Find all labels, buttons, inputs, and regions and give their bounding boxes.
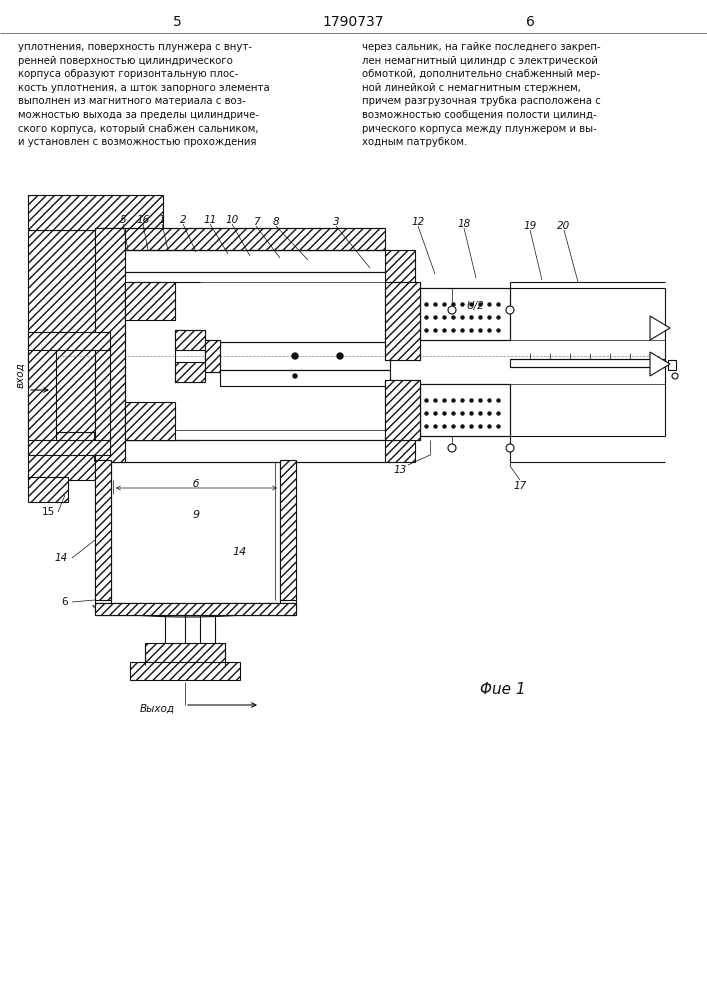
Text: 20: 20 — [557, 221, 571, 231]
Text: 6: 6 — [62, 597, 68, 607]
Bar — [220, 342, 390, 370]
Bar — [420, 288, 510, 340]
Text: 14: 14 — [54, 553, 68, 563]
Circle shape — [672, 373, 678, 379]
Circle shape — [506, 306, 514, 314]
Circle shape — [448, 306, 456, 314]
Circle shape — [337, 353, 343, 359]
Text: 19: 19 — [523, 221, 537, 231]
Bar — [385, 282, 420, 360]
Bar — [125, 402, 175, 440]
Bar — [130, 662, 240, 680]
Text: Выход: Выход — [140, 704, 175, 714]
Text: 12: 12 — [411, 217, 425, 227]
Text: 7: 7 — [252, 217, 259, 227]
Bar — [95, 345, 110, 445]
Text: уплотнения, поверхность плунжера с внут-
ренней поверхностью цилиндрического
кор: уплотнения, поверхность плунжера с внут-… — [18, 42, 270, 147]
Text: 14: 14 — [233, 547, 247, 557]
Circle shape — [293, 374, 297, 378]
Bar — [385, 440, 415, 462]
Bar — [420, 384, 510, 436]
Bar — [175, 330, 205, 382]
Text: 8: 8 — [273, 217, 279, 227]
Bar — [95, 603, 296, 615]
Bar — [28, 195, 163, 230]
Text: 10: 10 — [226, 215, 239, 225]
Text: 3: 3 — [333, 217, 339, 227]
Bar — [28, 345, 56, 445]
Text: 5: 5 — [173, 15, 182, 29]
Bar — [280, 460, 296, 600]
Bar — [125, 282, 175, 320]
Polygon shape — [650, 316, 670, 340]
Text: 1: 1 — [158, 215, 165, 225]
Bar — [175, 362, 205, 382]
Text: 1790737: 1790737 — [322, 15, 384, 29]
Bar — [145, 643, 225, 665]
Bar — [95, 603, 296, 615]
Bar — [175, 330, 205, 350]
Text: 6: 6 — [525, 15, 534, 29]
Bar — [385, 380, 420, 440]
Bar — [28, 440, 110, 455]
Bar — [28, 477, 68, 502]
Text: 15: 15 — [42, 507, 55, 517]
Bar — [95, 440, 390, 462]
Text: U/2: U/2 — [466, 301, 484, 311]
Text: 9: 9 — [192, 510, 199, 520]
Bar — [220, 370, 390, 386]
Text: вход: вход — [15, 362, 25, 388]
Text: Φue 1: Φue 1 — [480, 682, 525, 698]
Bar — [28, 332, 110, 350]
Text: 2: 2 — [180, 215, 187, 225]
Text: через сальник, на гайке последнего закреп-
лен немагнитный цилиндр с электрическ: через сальник, на гайке последнего закре… — [362, 42, 601, 147]
Bar — [205, 340, 220, 372]
Bar — [510, 359, 665, 367]
Text: 16: 16 — [136, 215, 150, 225]
Bar — [95, 228, 385, 250]
Polygon shape — [650, 352, 670, 376]
Text: 13: 13 — [393, 465, 407, 475]
Bar — [385, 250, 415, 282]
Bar — [668, 360, 676, 370]
Bar — [205, 340, 220, 372]
Text: б: б — [193, 479, 199, 489]
Bar — [28, 432, 96, 480]
Circle shape — [506, 444, 514, 452]
Bar — [52, 350, 97, 440]
Bar — [95, 460, 111, 600]
Bar — [95, 250, 390, 272]
Circle shape — [292, 353, 298, 359]
Text: 11: 11 — [204, 215, 216, 225]
Bar — [28, 230, 96, 435]
Bar — [95, 228, 125, 462]
Text: 18: 18 — [457, 219, 471, 229]
Text: 17: 17 — [513, 481, 527, 491]
Bar — [385, 282, 420, 360]
Bar — [385, 380, 420, 440]
Circle shape — [448, 444, 456, 452]
Text: 5: 5 — [119, 215, 127, 225]
